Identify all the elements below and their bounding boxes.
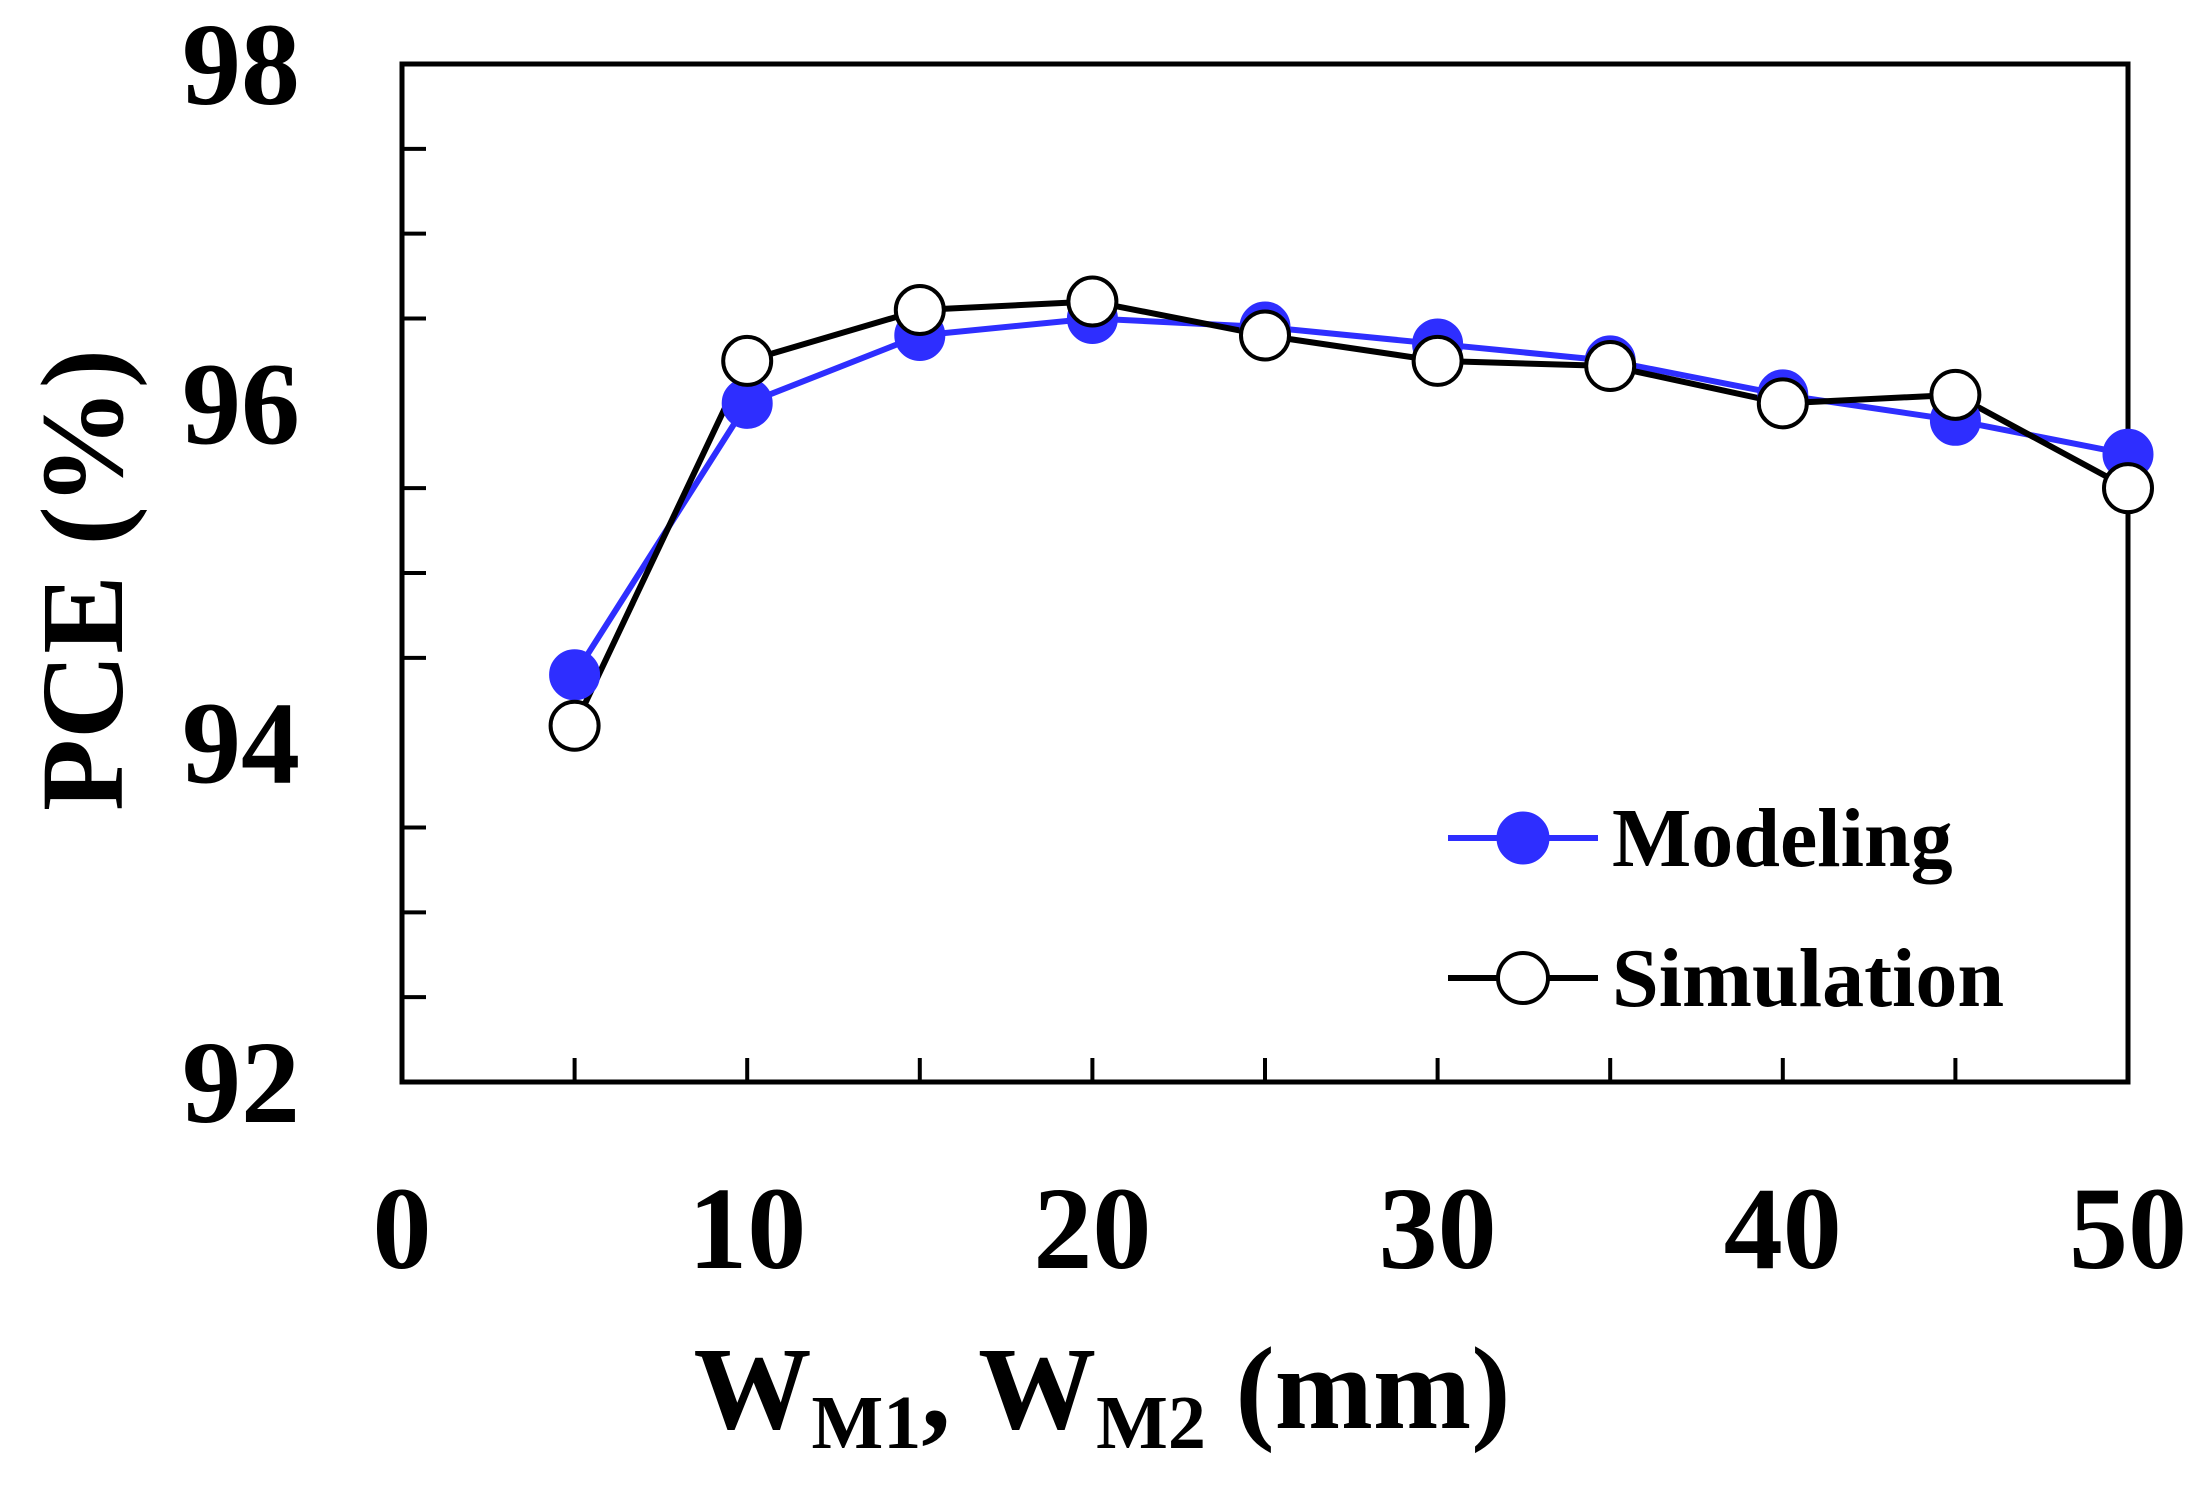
legend: Modeling Simulation — [1448, 792, 2004, 1025]
x-title-sub2: M2 — [1096, 1381, 1206, 1465]
x-tick-labels: 0 10 20 30 40 50 — [373, 1163, 2188, 1294]
y-tick-label: 98 — [182, 0, 300, 130]
series-lines — [571, 298, 2130, 727]
x-title-sep: , — [921, 1323, 978, 1454]
series-line-modeling — [572, 315, 2129, 677]
data-point-simulation — [1411, 334, 1464, 387]
x-title-sub1: M1 — [811, 1381, 921, 1465]
y-tick-label: 94 — [182, 678, 300, 809]
data-point-simulation — [1756, 377, 1809, 430]
x-tick-label: 10 — [688, 1163, 806, 1294]
series-line-simulation — [571, 298, 2130, 727]
minor-ticks — [402, 146, 1958, 1082]
data-point-simulation — [1929, 368, 1982, 421]
x-title-unit: (mm) — [1206, 1323, 1511, 1454]
y-tick-label: 96 — [182, 338, 300, 469]
x-tick-label: 0 — [373, 1163, 432, 1294]
data-point-simulation — [1584, 340, 1637, 393]
legend-label-modeling: Modeling — [1612, 792, 1953, 885]
plot-frame — [399, 61, 2131, 1085]
x-tick-label: 50 — [2069, 1163, 2187, 1294]
data-point-modeling — [549, 649, 601, 701]
legend-marker-modeling — [1496, 811, 1550, 865]
x-tick-label: 20 — [1033, 1163, 1151, 1294]
legend-label-simulation: Simulation — [1612, 932, 2004, 1025]
x-tick-label: 30 — [1379, 1163, 1497, 1294]
x-tick-label: 40 — [1724, 1163, 1842, 1294]
data-point-simulation — [1066, 275, 1119, 328]
data-point-simulation — [893, 284, 946, 337]
y-axis-title: PCE (%) — [17, 349, 148, 811]
x-title-w1: W — [693, 1323, 811, 1454]
data-point-simulation — [2102, 462, 2154, 515]
legend-marker-simulation — [1496, 951, 1550, 1005]
y-tick-label: 92 — [182, 1017, 300, 1148]
x-axis-title: WM1, WM2 (mm) — [693, 1323, 1510, 1465]
data-point-simulation — [548, 699, 601, 752]
data-point-simulation — [1239, 309, 1291, 362]
data-point-simulation — [721, 334, 774, 387]
y-tick-labels: 92 94 96 98 — [182, 0, 300, 1148]
x-title-w2: W — [978, 1323, 1096, 1454]
series-markers — [548, 275, 2154, 752]
